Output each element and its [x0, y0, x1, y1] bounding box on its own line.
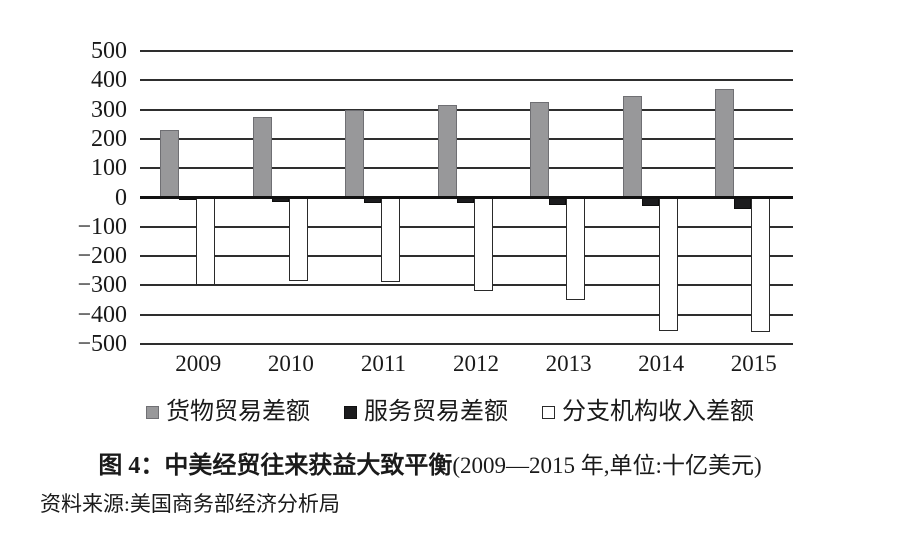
y-tick-label-300: 300 — [91, 96, 127, 123]
legend-label-goods-trade-balance: 货物贸易差额 — [166, 399, 310, 425]
bar-goods-trade-balance-2011 — [345, 109, 365, 198]
y-tick-label-200: 200 — [91, 125, 127, 152]
figure-caption: 图 4：中美经贸往来获益大致平衡(2009—2015 年,单位:十亿美元) — [0, 452, 900, 481]
legend-item-services-trade-balance: 服务贸易差额 — [344, 400, 508, 424]
gridline-100 — [140, 167, 793, 170]
legend-swatch-goods-trade-balance — [146, 405, 159, 419]
bar-branch-income-balance-2015 — [751, 197, 771, 333]
y-tick-label-−200: −200 — [77, 243, 127, 270]
gridline-−100 — [140, 225, 793, 228]
x-label-2011: 2011 — [360, 351, 406, 376]
y-tick-label-−300: −300 — [77, 272, 127, 299]
caption-title: 中美经贸往来获益大致平衡 — [164, 453, 453, 479]
plot-area — [140, 50, 798, 345]
caption-label: 图 4： — [98, 453, 165, 479]
gridline-−500 — [140, 343, 793, 345]
gridline-−300 — [140, 284, 793, 287]
y-tick-label-0: 0 — [115, 184, 127, 211]
x-label-2014: 2014 — [638, 351, 685, 376]
legend-label-branch-income-balance: 分支机构收入差额 — [562, 399, 754, 425]
gridline-300 — [140, 108, 793, 111]
x-label-2013: 2013 — [545, 351, 592, 376]
x-label-2010: 2010 — [267, 351, 314, 376]
y-tick-label-−500: −500 — [77, 331, 127, 357]
x-label-2012: 2012 — [453, 351, 499, 376]
bar-goods-trade-balance-2014 — [622, 96, 642, 198]
caption-note: (2009—2015 年,单位:十亿美元) — [452, 453, 762, 478]
bar-goods-trade-balance-2012 — [437, 105, 457, 198]
gridline-500 — [140, 50, 793, 52]
y-tick-label-400: 400 — [91, 67, 127, 94]
bar-branch-income-balance-2014 — [658, 197, 678, 331]
source-note: 资料来源:美国商务部经济分析局 — [40, 492, 340, 516]
y-tick-label-500: 500 — [91, 38, 127, 64]
legend-item-branch-income-balance: 分支机构收入差额 — [542, 400, 754, 424]
bar-branch-income-balance-2010 — [288, 197, 308, 281]
bar-branch-income-balance-2009 — [196, 197, 215, 286]
legend-label-services-trade-balance: 服务贸易差额 — [364, 399, 508, 425]
x-label-2015: 2015 — [730, 351, 777, 376]
gridline-200 — [140, 137, 793, 140]
gridline-400 — [140, 79, 793, 82]
legend-item-goods-trade-balance: 货物贸易差额 — [146, 400, 310, 424]
bar-services-trade-balance-2015 — [734, 197, 752, 210]
gridline-−400 — [140, 313, 793, 316]
bar-branch-income-balance-2012 — [473, 197, 493, 292]
x-axis-labels: 2009 2010 2011 2012 2013 2014 2015 — [150, 351, 798, 381]
y-axis-labels: 500 400 300 200 100 0 −100 −200 −300 −400 −500 — [48, 39, 127, 356]
bar-goods-trade-balance-2013 — [530, 102, 550, 198]
bar-branch-income-balance-2013 — [566, 197, 586, 301]
bar-goods-trade-balance-2010 — [252, 116, 272, 198]
bar-goods-trade-balance-2015 — [715, 89, 735, 198]
y-tick-label-−100: −100 — [77, 213, 127, 240]
x-label-2009: 2009 — [175, 351, 222, 376]
gridline-0 — [140, 196, 793, 199]
y-tick-label-100: 100 — [91, 155, 127, 182]
gridline-−200 — [140, 255, 793, 258]
y-tick-label-−400: −400 — [77, 301, 127, 328]
legend-swatch-services-trade-balance — [344, 405, 357, 419]
bar-goods-trade-balance-2009 — [160, 130, 179, 198]
legend-swatch-branch-income-balance — [542, 405, 555, 419]
legend: 货物贸易差额 服务贸易差额 分支机构收入差额 — [0, 400, 900, 424]
bar-branch-income-balance-2011 — [381, 197, 401, 283]
